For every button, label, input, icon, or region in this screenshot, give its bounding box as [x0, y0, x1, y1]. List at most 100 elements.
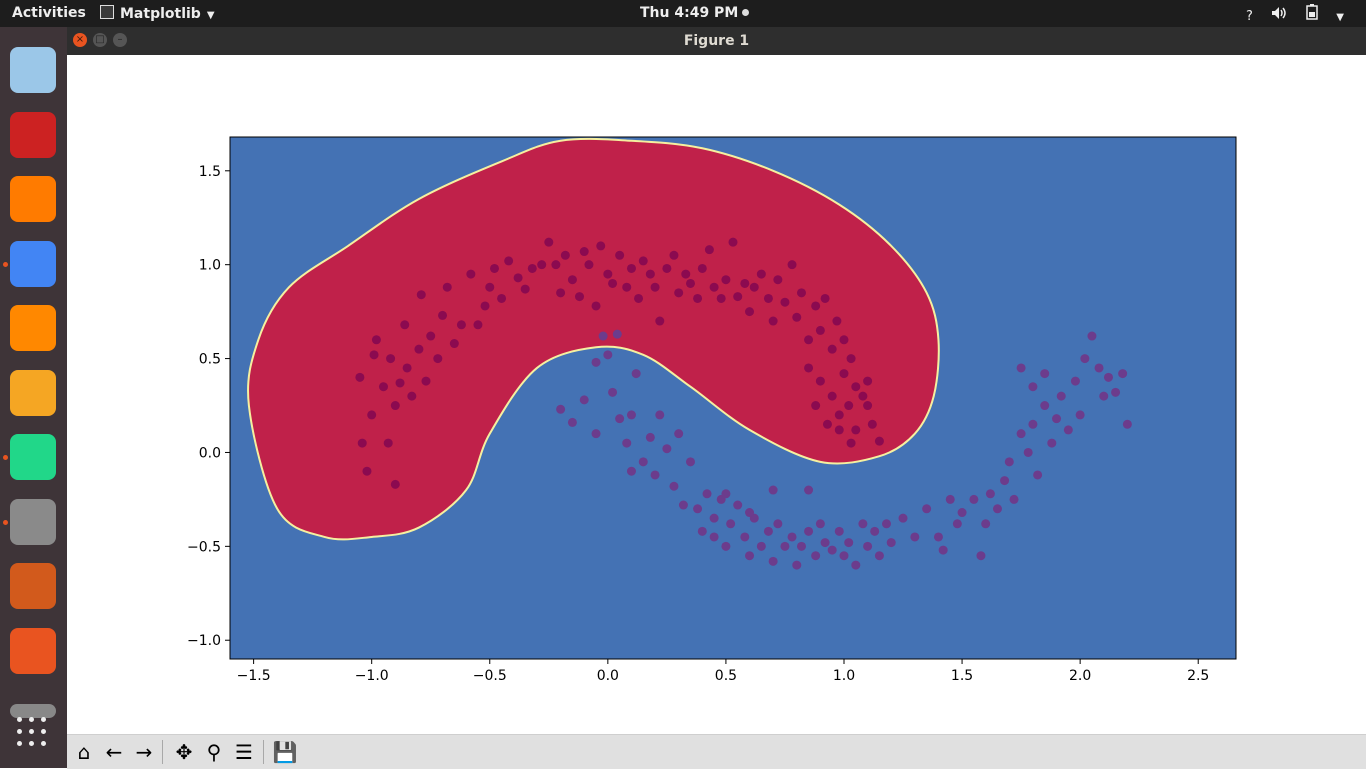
x-tick-label: −1.5 [237, 668, 271, 684]
class-1-point [733, 500, 743, 510]
class-0-point [449, 339, 459, 349]
class-0-point [709, 282, 719, 292]
class-0-point [733, 292, 743, 302]
class-1-point [827, 545, 837, 555]
class-1-point [693, 504, 703, 514]
class-1-point [820, 538, 830, 548]
vlc-icon[interactable] [10, 305, 56, 351]
volume-icon[interactable] [1271, 6, 1287, 24]
class-0-point [414, 344, 424, 354]
class-0-point [407, 391, 417, 401]
class-1-point [556, 404, 566, 414]
x-tick-label: 0.5 [715, 668, 737, 684]
class-1-point [957, 508, 967, 518]
sublime-text-icon[interactable] [10, 369, 56, 416]
class-0-point [844, 401, 854, 411]
class-1-point [740, 532, 750, 542]
class-0-point [851, 382, 861, 392]
class-0-point [863, 376, 873, 386]
home-icon[interactable]: ⌂ [77, 740, 91, 764]
minimize-icon[interactable]: – [113, 33, 127, 47]
app-menu[interactable]: Matplotlib ▼ [100, 5, 215, 22]
class-1-point [780, 541, 790, 551]
class-1-point [804, 485, 814, 495]
class-0-point [681, 269, 691, 279]
class-0-point [846, 354, 856, 364]
cube-app-icon[interactable] [10, 47, 56, 93]
back-arrow-icon[interactable]: ← [105, 740, 123, 764]
class-0-point [834, 425, 844, 435]
battery-icon[interactable] [1306, 4, 1318, 24]
class-0-point [466, 269, 476, 279]
save-icon[interactable]: 💾 [272, 740, 298, 764]
pan-icon[interactable]: ✥ [175, 740, 193, 764]
system-tray[interactable]: ? ▼ [1232, 4, 1344, 24]
close-icon[interactable]: × [73, 33, 87, 47]
help-icon[interactable]: ? [1246, 9, 1253, 24]
class-1-point [685, 457, 695, 467]
class-0-point [386, 354, 396, 364]
maximize-icon[interactable]: □ [93, 33, 107, 47]
color-blocks-app-icon[interactable] [10, 111, 56, 158]
pycharm-icon[interactable] [10, 434, 56, 480]
toolbar-separator [263, 740, 264, 764]
grid-icon[interactable] [17, 717, 49, 749]
firefox-icon[interactable] [10, 176, 56, 222]
file-cabinet-icon[interactable] [10, 498, 56, 545]
class-0-point [780, 297, 790, 307]
matplotlib-app-icon [100, 5, 114, 19]
class-1-point [709, 532, 719, 542]
x-tick-label: 1.0 [833, 668, 855, 684]
class-0-point [456, 320, 466, 330]
notification-dot-icon [742, 9, 750, 16]
class-0-point [596, 241, 606, 251]
x-tick-label: 2.5 [1187, 668, 1209, 684]
class-0-point [787, 260, 797, 270]
class-1-point [898, 513, 908, 523]
class-0-point [811, 401, 821, 411]
software-center-icon[interactable] [10, 627, 56, 674]
activities-button[interactable]: Activities [12, 5, 86, 21]
class-1-point [1056, 391, 1066, 401]
class-0-point [796, 288, 806, 298]
decision-boundary-chart[interactable]: −1.5 −1.0 −0.5 0.0 0.5 1.0 1.5 2.0 2.5 1.5 1.0 0.5 0… [67, 55, 1366, 734]
chrome-icon[interactable] [10, 240, 56, 287]
class-0-point [362, 466, 372, 476]
class-1-point [645, 432, 655, 442]
class-1-point [622, 438, 632, 448]
class-0-point [442, 282, 452, 292]
class-1-point [815, 519, 825, 529]
zoom-icon[interactable]: ⚲ [206, 740, 222, 764]
class-1-point [933, 532, 943, 542]
forward-arrow-icon[interactable]: → [135, 740, 153, 764]
class-1-point [608, 387, 618, 397]
class-0-point [615, 250, 625, 260]
class-0-point [839, 369, 849, 379]
clock-label: Thu 4:49 PM [640, 5, 739, 21]
class-1-point [662, 444, 672, 454]
clock[interactable]: Thu 4:49 PM [640, 5, 750, 21]
class-1-point [1070, 376, 1080, 386]
class-1-point [1040, 401, 1050, 411]
class-0-point [575, 292, 585, 302]
system-menu-caret-icon[interactable]: ▼ [1336, 12, 1344, 23]
figure-canvas[interactable]: −1.5 −1.0 −0.5 0.0 0.5 1.0 1.5 2.0 2.5 1.5 1.0 0.5 0… [67, 55, 1366, 734]
class-1-point [863, 541, 873, 551]
class-1-point [626, 410, 636, 420]
class-0-point [421, 376, 431, 386]
class-1-point [626, 466, 636, 476]
class-0-point [378, 382, 388, 392]
class-0-point [383, 438, 393, 448]
class-1-point [952, 519, 962, 529]
class-0-point [745, 307, 755, 317]
class-0-point [815, 325, 825, 335]
window-title-bar[interactable]: × □ – Figure 1 [67, 27, 1366, 55]
class-0-point [811, 301, 821, 311]
configure-subplots-icon[interactable]: ☰ [235, 740, 253, 764]
class-1-point [1028, 419, 1038, 429]
scanner-icon[interactable] [10, 704, 56, 718]
impress-icon[interactable] [10, 563, 56, 609]
class-0-point [537, 260, 547, 270]
class-0-point [827, 344, 837, 354]
chevron-down-icon: ▼ [206, 10, 215, 21]
